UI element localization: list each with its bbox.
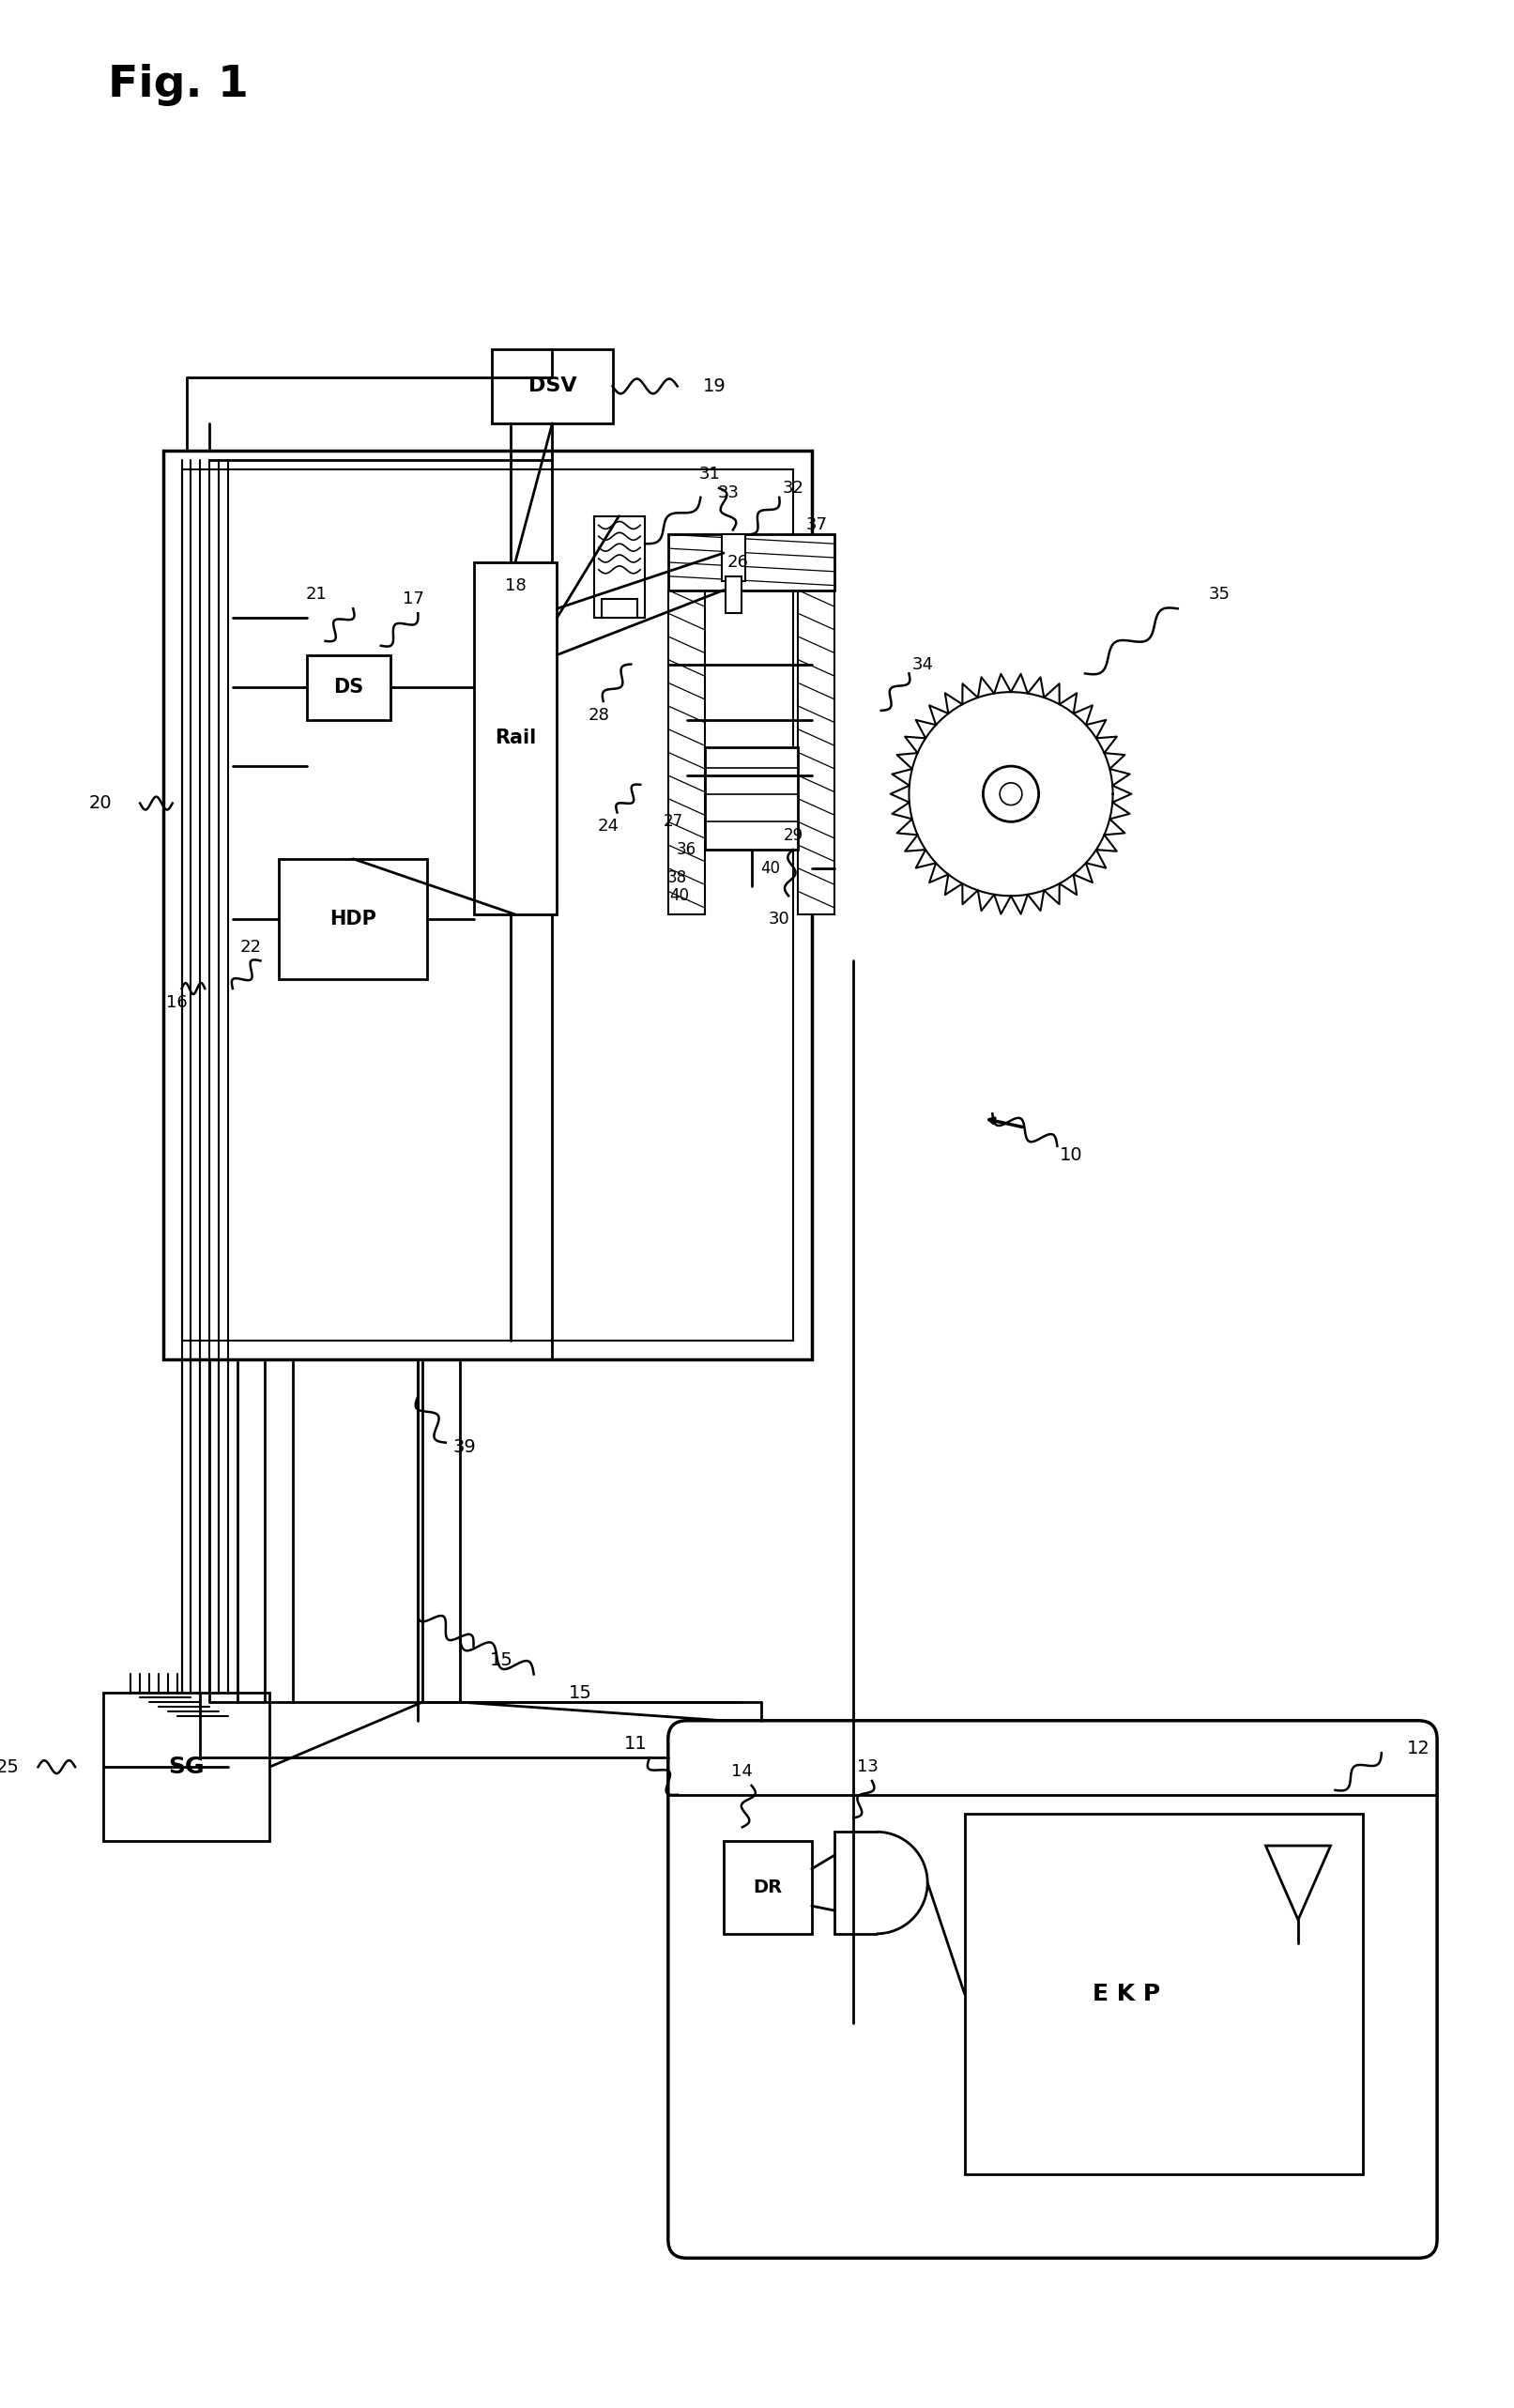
Text: 28: 28: [587, 706, 609, 725]
Bar: [724, 1842, 812, 1934]
Text: 40: 40: [669, 889, 689, 905]
Text: Rail: Rail: [495, 730, 536, 749]
Text: 11: 11: [624, 1734, 648, 1753]
Bar: [474, 563, 557, 915]
Bar: [307, 655, 391, 720]
Text: DS: DS: [333, 679, 363, 696]
Text: 24: 24: [597, 819, 619, 836]
Text: 32: 32: [783, 479, 804, 496]
Text: 21: 21: [306, 585, 327, 602]
Bar: [182, 470, 793, 1341]
Bar: [164, 450, 812, 1358]
Text: 22: 22: [241, 939, 262, 956]
Text: 10: 10: [1060, 1146, 1083, 1165]
Bar: [492, 349, 613, 424]
Text: 15: 15: [489, 1652, 513, 1669]
Bar: [601, 600, 637, 619]
Text: SG: SG: [168, 1755, 204, 1777]
Text: 15: 15: [568, 1683, 592, 1702]
Text: 26: 26: [727, 554, 748, 571]
FancyBboxPatch shape: [668, 1722, 1437, 2259]
Text: HDP: HDP: [330, 910, 377, 929]
Bar: [279, 860, 427, 980]
Text: 38: 38: [668, 869, 687, 886]
Text: 16: 16: [167, 995, 188, 1011]
Text: 17: 17: [403, 590, 424, 607]
Text: E K P: E K P: [1093, 1982, 1161, 2006]
Text: 40: 40: [760, 860, 780, 877]
Text: 36: 36: [677, 840, 696, 857]
Text: 14: 14: [731, 1763, 752, 1780]
Text: 18: 18: [504, 578, 525, 595]
Bar: [593, 515, 645, 619]
Text: 33: 33: [718, 484, 739, 501]
Text: 19: 19: [702, 378, 727, 395]
Bar: [103, 1693, 269, 1842]
Text: 12: 12: [1407, 1739, 1431, 1758]
Bar: [964, 1813, 1363, 2174]
Text: 39: 39: [453, 1438, 475, 1457]
Bar: [798, 590, 834, 915]
Text: 31: 31: [699, 465, 721, 482]
Bar: [668, 535, 834, 590]
Bar: [706, 746, 798, 850]
Text: 30: 30: [769, 910, 790, 927]
Text: 27: 27: [663, 814, 684, 831]
Bar: [725, 576, 742, 614]
Bar: [722, 535, 745, 580]
Text: 13: 13: [857, 1758, 878, 1775]
Text: DSV: DSV: [528, 376, 577, 395]
Text: 29: 29: [783, 828, 802, 845]
Text: 20: 20: [89, 795, 112, 811]
Text: Fig. 1: Fig. 1: [107, 65, 248, 106]
Text: 25: 25: [0, 1758, 20, 1775]
Text: 37: 37: [805, 518, 827, 535]
Text: DR: DR: [752, 1878, 781, 1898]
Bar: [668, 590, 706, 915]
Text: 34: 34: [911, 655, 934, 672]
Text: 35: 35: [1208, 585, 1231, 602]
